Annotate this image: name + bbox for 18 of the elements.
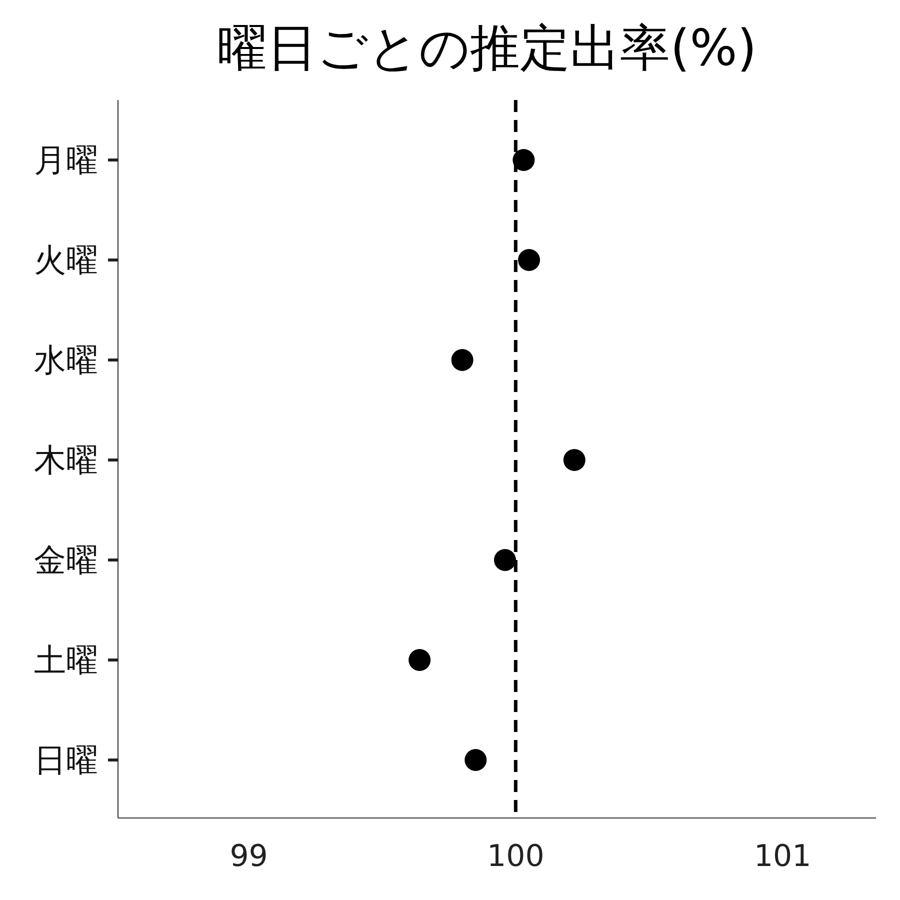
point	[408, 649, 431, 671]
y-tick-label: 火曜	[34, 241, 98, 279]
y-tick-label: 土曜	[34, 641, 98, 679]
x-tick-label: 99	[230, 839, 268, 874]
point	[563, 449, 586, 471]
point	[518, 249, 540, 271]
point	[464, 749, 487, 771]
y-tick-label: 金曜	[34, 541, 98, 579]
point	[451, 349, 474, 371]
chart-title: 曜日ごとの推定出率(%)	[217, 19, 757, 77]
point	[512, 149, 535, 171]
point	[494, 549, 516, 571]
y-tick-label: 月曜	[34, 141, 98, 179]
x-tick-label: 101	[754, 839, 812, 874]
x-tick-label: 100	[487, 839, 544, 874]
y-tick-label: 水曜	[34, 341, 98, 379]
y-tick-label: 木曜	[34, 441, 98, 479]
y-tick-label: 日曜	[34, 741, 98, 779]
